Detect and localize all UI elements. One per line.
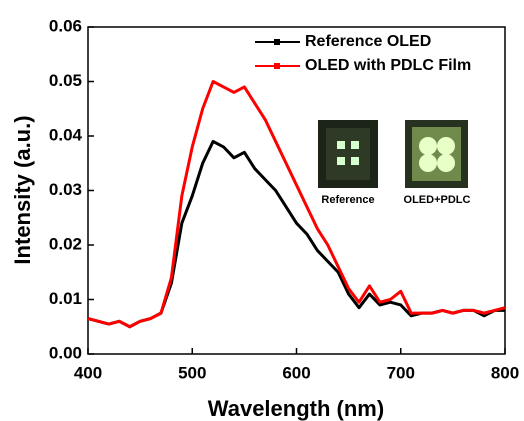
y-tick-label: 0.02 (49, 234, 82, 253)
inset-photo-pdlc (405, 120, 468, 188)
plot-frame (87, 26, 506, 355)
x-tick-label: 800 (491, 363, 519, 382)
y-tick-label: 0.00 (49, 343, 82, 362)
y-tick-label: 0.06 (49, 16, 82, 35)
series-line (87, 80, 506, 329)
y-tick-label: 0.04 (49, 125, 83, 144)
legend-marker (274, 39, 280, 45)
x-tick-label: 600 (282, 363, 310, 382)
legend-marker (274, 63, 280, 69)
legend-label: OLED with PDLC Film (305, 57, 471, 74)
y-tick-label: 0.05 (49, 71, 82, 90)
inset-label: Reference (321, 194, 374, 206)
y-tick-label: 0.01 (49, 289, 82, 308)
inset-label: OLED+PDLC (404, 194, 471, 206)
x-tick-label: 400 (74, 363, 102, 382)
legend-label: Reference OLED (305, 33, 431, 50)
x-tick-label: 700 (387, 363, 415, 382)
x-axis-title: Wavelength (nm) (208, 396, 384, 421)
y-tick-label: 0.03 (49, 180, 82, 199)
x-tick-label: 500 (178, 363, 206, 382)
y-axis-title: Intensity (a.u.) (10, 115, 35, 264)
inset-photo-reference (318, 120, 378, 188)
